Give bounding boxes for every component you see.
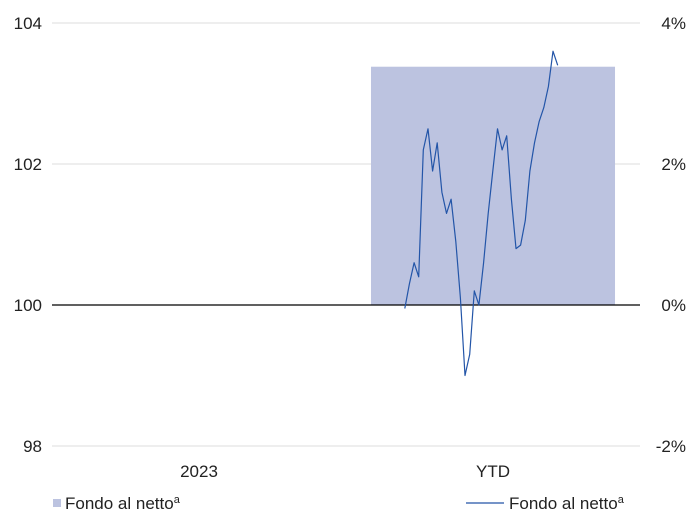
left-tick-label: 98 — [23, 437, 42, 456]
line-series — [404, 50, 559, 377]
left-axis: 104 102 100 98 — [14, 14, 42, 456]
legend-bar-label: Fondo al nettoa — [65, 494, 181, 513]
bar-series — [370, 66, 616, 306]
line-path — [404, 50, 559, 377]
right-axis: 4% 2% 0% -2% — [656, 14, 686, 456]
left-tick-label: 102 — [14, 155, 42, 174]
right-tick-label: -2% — [656, 437, 686, 456]
right-tick-label: 2% — [661, 155, 686, 174]
legend-bar-swatch — [53, 499, 61, 507]
legend: Fondo al nettoa Fondo al nettoa — [53, 494, 625, 513]
right-tick-label: 0% — [661, 296, 686, 315]
x-axis: 2023 YTD — [180, 462, 510, 481]
category-label: YTD — [476, 462, 510, 481]
legend-line-label: Fondo al nettoa — [509, 494, 625, 513]
left-tick-label: 100 — [14, 296, 42, 315]
category-label: 2023 — [180, 462, 218, 481]
right-tick-label: 4% — [661, 14, 686, 33]
left-tick-label: 104 — [14, 14, 42, 33]
bar — [370, 66, 616, 306]
